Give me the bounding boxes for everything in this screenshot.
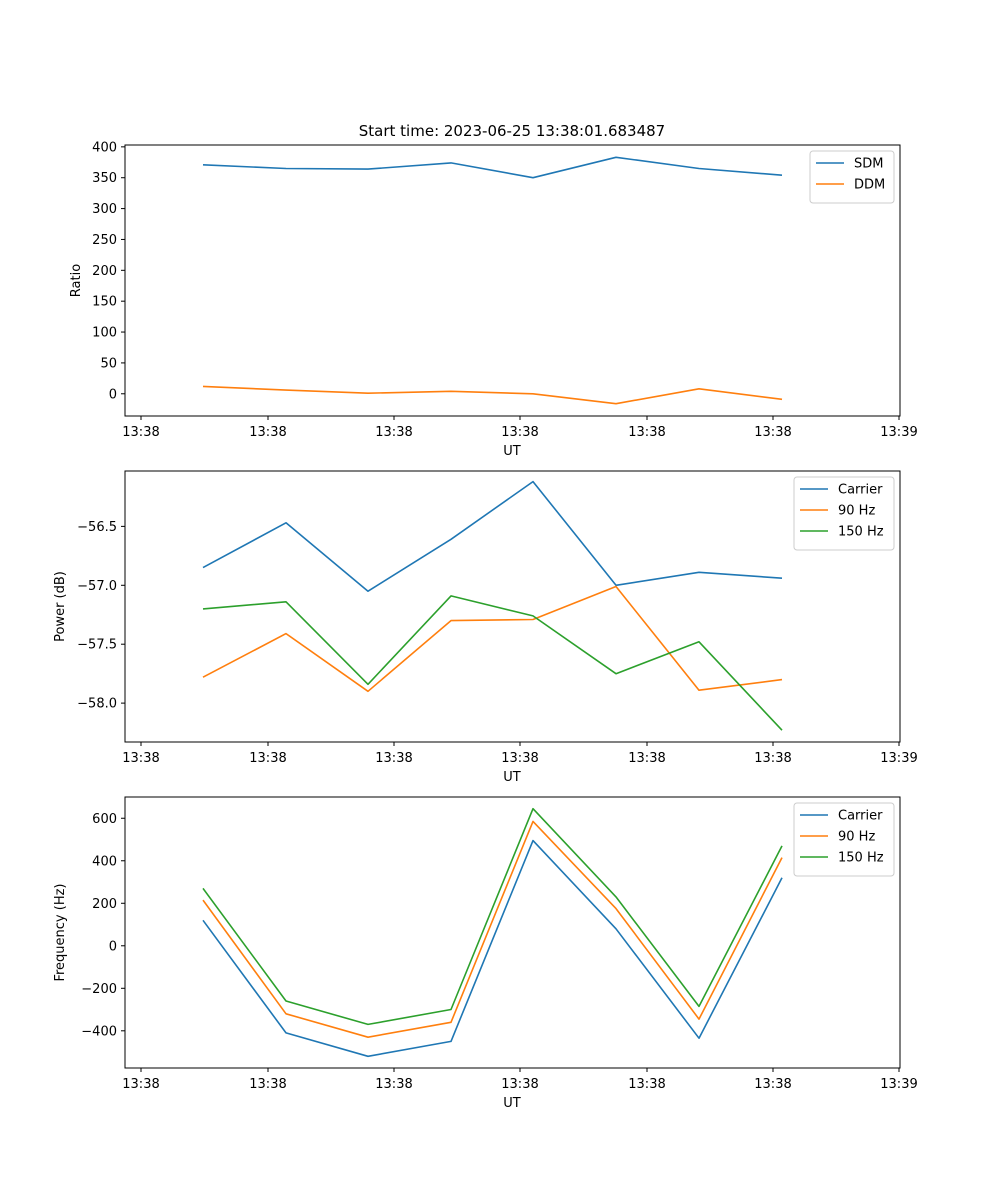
series-line-150-hz	[202, 595, 783, 731]
series-line-ddm	[202, 385, 783, 405]
legend-box	[809, 150, 895, 204]
legend-label: 150 Hz	[838, 525, 884, 540]
x-tick-label: 13:38	[375, 425, 412, 440]
y-tick-label: 200	[92, 264, 117, 279]
x-tick-label: 13:38	[501, 751, 538, 766]
plot-area-frame	[124, 144, 901, 417]
y-tick-label: 300	[92, 202, 117, 217]
y-axis-label: Frequency (Hz)	[53, 883, 68, 981]
x-tick-label: 13:38	[754, 425, 791, 440]
chart-panel-3: 13:38 13:38 13:38 13:38 13:38 13:38 13:39 UT 600…	[53, 796, 918, 1111]
x-axis-label: UT	[503, 770, 521, 785]
legend-label: SDM	[854, 157, 883, 172]
legend-label: DDM	[854, 178, 885, 193]
y-tick-label: 50	[100, 356, 117, 371]
y-tick-label: −57.0	[77, 579, 117, 594]
x-tick-label: 13:38	[375, 751, 412, 766]
y-tick-label: 600	[92, 812, 117, 827]
series-line-90-hz	[202, 820, 783, 1038]
x-tick-label: 13:38	[628, 1077, 665, 1092]
x-tick-label: 13:38	[122, 1077, 159, 1092]
x-tick-label: 13:38	[122, 425, 159, 440]
y-axis-label: Power (dB)	[53, 571, 68, 642]
y-axis-label: Ratio	[69, 264, 84, 297]
y-tick-label: 100	[92, 326, 117, 341]
y-tick-label: 250	[92, 233, 117, 248]
y-tick-label: 400	[92, 854, 117, 869]
y-tick-label: −56.5	[77, 520, 117, 535]
series-line-90-hz	[202, 585, 783, 693]
legend-label: 90 Hz	[838, 830, 875, 845]
series-line-carrier	[202, 480, 783, 593]
series-line-sdm	[202, 156, 783, 179]
chart-panel-1: 13:38 13:38 13:38 13:38 13:38 13:38 13:39 UT 0 50…	[69, 140, 918, 459]
legend-label: 90 Hz	[838, 504, 875, 519]
y-tick-label: −200	[81, 982, 117, 997]
plot-area-frame	[124, 796, 901, 1069]
plot-area-frame	[124, 470, 901, 743]
x-tick-label: 13:38	[501, 425, 538, 440]
x-tick-label: 13:38	[628, 425, 665, 440]
series-line-carrier	[202, 839, 783, 1058]
x-tick-label: 13:39	[880, 425, 917, 440]
x-tick-label: 13:38	[249, 425, 286, 440]
x-tick-label: 13:38	[122, 751, 159, 766]
x-tick-label: 13:39	[880, 751, 917, 766]
series-line-150-hz	[202, 807, 783, 1026]
x-tick-label: 13:38	[375, 1077, 412, 1092]
y-tick-label: 0	[109, 387, 117, 402]
legend-label: Carrier	[838, 483, 883, 498]
x-tick-label: 13:38	[628, 751, 665, 766]
x-tick-label: 13:38	[754, 751, 791, 766]
x-axis-label: UT	[503, 444, 521, 459]
y-tick-label: 400	[92, 140, 117, 155]
y-tick-label: 200	[92, 897, 117, 912]
x-axis-label: UT	[503, 1096, 521, 1111]
y-tick-label: −57.5	[77, 638, 117, 653]
x-tick-label: 13:38	[754, 1077, 791, 1092]
legend-label: 150 Hz	[838, 851, 884, 866]
y-tick-label: 0	[109, 939, 117, 954]
chart-panel-2: 13:38 13:38 13:38 13:38 13:38 13:38 13:39 UT −56…	[53, 470, 918, 785]
y-tick-label: −400	[81, 1024, 117, 1039]
y-tick-label: −58.0	[77, 697, 117, 712]
figure-suptitle: Start time: 2023-06-25 13:38:01.683487	[359, 122, 665, 140]
x-tick-label: 13:38	[249, 1077, 286, 1092]
y-tick-label: 150	[92, 295, 117, 310]
x-tick-label: 13:38	[501, 1077, 538, 1092]
legend-label: Carrier	[838, 809, 883, 824]
y-tick-label: 350	[92, 171, 117, 186]
x-tick-label: 13:38	[249, 751, 286, 766]
x-tick-label: 13:39	[880, 1077, 917, 1092]
